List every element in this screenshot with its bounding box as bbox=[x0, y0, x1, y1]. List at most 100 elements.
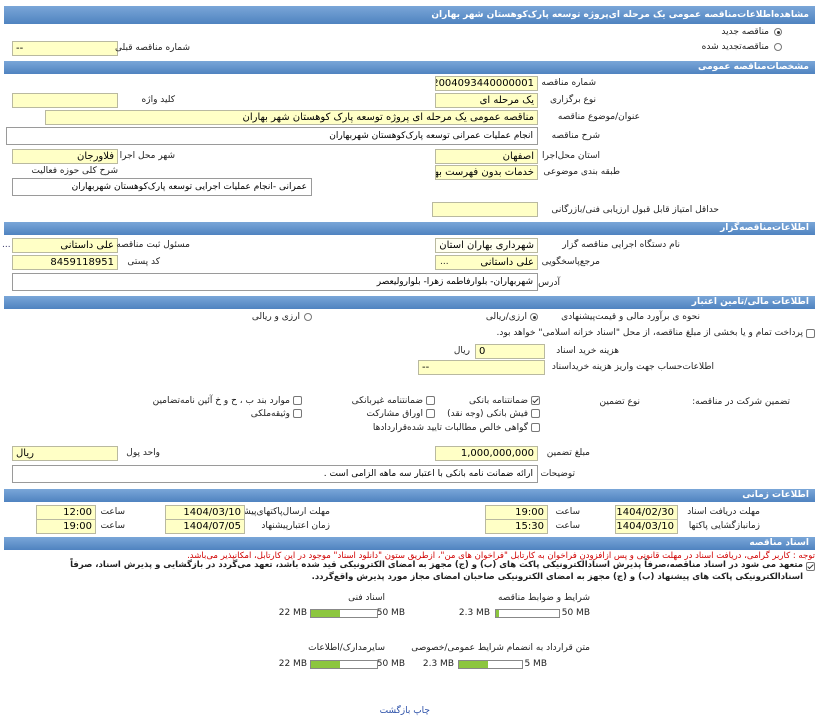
more-link[interactable]: ... bbox=[440, 257, 449, 267]
doc-bar-fill bbox=[311, 661, 341, 668]
label: تضمین شرکت در مناقصه: bbox=[692, 397, 790, 407]
footer-link[interactable]: چاپ بازگشت bbox=[379, 706, 430, 716]
checkbox[interactable] bbox=[293, 409, 302, 418]
input: 1404/07/05 bbox=[165, 519, 245, 534]
label: واحد پول bbox=[126, 448, 160, 458]
checkbox[interactable] bbox=[531, 423, 540, 432]
label: فیش بانکی (وجه نقد) bbox=[447, 409, 528, 419]
input: خدمات بدون فهرست بها bbox=[435, 165, 538, 180]
doc-bar-fill bbox=[311, 610, 341, 617]
section-header: اسناد مناقصه bbox=[4, 537, 815, 550]
doc-title: اسناد فنی bbox=[348, 593, 385, 603]
section-header: اطلاعات‌مناقصه‌گزار bbox=[4, 222, 815, 235]
input: 1404/03/10 bbox=[165, 505, 245, 520]
label: مناقصه جدید bbox=[721, 27, 769, 37]
label: ریال bbox=[453, 346, 470, 356]
text-box: شهربهاران- بلوارفاطمه زهرا- بلوارولیعصر bbox=[12, 273, 538, 291]
input: ریال bbox=[12, 446, 118, 461]
checkbox[interactable] bbox=[426, 396, 435, 405]
input bbox=[12, 93, 118, 108]
input: 2004093440000001 bbox=[435, 76, 538, 91]
label: توضیحات bbox=[540, 469, 575, 479]
label: ساعت bbox=[100, 507, 126, 517]
doc-bar bbox=[458, 660, 523, 669]
label: کد پستی bbox=[127, 257, 160, 267]
label: ضمانتنامه بانکی bbox=[469, 396, 528, 406]
doc-max: 50 MB bbox=[561, 608, 590, 618]
input: شهرداری بهاران استان اصف bbox=[435, 238, 538, 253]
label: مهلت ارسال‌پاکتهای‌پیشنهاد bbox=[229, 507, 330, 517]
label: ضمانتنامه غیربانکی bbox=[351, 396, 423, 406]
page-title: مشاهده‌اطلاعات‌مناقصه عمومی یک مرحله ای‌… bbox=[4, 6, 815, 24]
text-box: عمرانی -انجام عملیات اجرایی توسعه پارک‌ک… bbox=[12, 178, 312, 196]
input: 0 bbox=[475, 344, 545, 359]
input: علی داستانی bbox=[12, 238, 118, 253]
text-box: انجام عملیات عمرانی توسعه پارک‌کوهستان ش… bbox=[6, 127, 538, 145]
input: 15:30 bbox=[485, 519, 548, 534]
input: فلاورجان bbox=[12, 149, 118, 164]
input: 1404/02/30 bbox=[615, 505, 678, 520]
label: موارد بند ب ، ح و خ آئین نامه‌تضامین bbox=[152, 396, 290, 406]
label: گواهی خالص مطالبات تایید شده‌قراردادها bbox=[372, 423, 528, 433]
commitment: متعهد می شود در اسناد مناقصه،صرفاً پذیرش… bbox=[70, 560, 803, 582]
doc-size: 22 MB bbox=[278, 659, 307, 669]
label: شماره مناقصه bbox=[541, 78, 596, 88]
checkbox[interactable] bbox=[531, 409, 540, 418]
doc-size: 2.3 MB bbox=[458, 608, 490, 618]
input bbox=[432, 202, 538, 217]
doc-size: 22 MB bbox=[278, 608, 307, 618]
checkbox[interactable] bbox=[531, 396, 540, 405]
input: یک مرحله ای bbox=[435, 93, 538, 108]
radio[interactable] bbox=[304, 313, 312, 321]
input: 19:00 bbox=[36, 519, 96, 534]
label: مرجع‌پاسخگویی bbox=[541, 257, 600, 267]
input: اصفهان bbox=[435, 149, 538, 164]
doc-bar-fill bbox=[459, 661, 488, 668]
label: حداقل امتیاز قابل قبول ارزیابی فنی/بازرگ… bbox=[551, 205, 719, 215]
label: ساعت bbox=[555, 521, 581, 531]
input: 19:00 bbox=[485, 505, 548, 520]
notice: توجه : کاربر گرامی، دریافت اسناد در مهلت… bbox=[187, 551, 815, 561]
doc-size: 2.3 MB bbox=[422, 659, 454, 669]
radio[interactable] bbox=[774, 43, 782, 51]
checkbox[interactable] bbox=[293, 396, 302, 405]
label: وثیقه‌ملکی bbox=[250, 409, 290, 419]
label: عنوان/موضوع مناقصه bbox=[557, 112, 640, 122]
checkbox[interactable] bbox=[426, 409, 435, 418]
label: نام دستگاه اجرایی مناقصه گزار bbox=[562, 240, 680, 250]
checkbox[interactable] bbox=[806, 329, 815, 338]
label: ساعت bbox=[555, 507, 581, 517]
radio[interactable] bbox=[530, 313, 538, 321]
label: اوراق مشارکت bbox=[366, 409, 423, 419]
checkbox[interactable] bbox=[806, 562, 815, 571]
label: مبلغ تضمین bbox=[546, 448, 590, 458]
input: 12:00 bbox=[36, 505, 96, 520]
section-header: اطلاعات مالی/تامین اعتبار bbox=[4, 296, 815, 309]
label: آدرس bbox=[538, 278, 560, 288]
input: 8459118951 bbox=[12, 255, 118, 270]
label: استان محل‌اجرا bbox=[542, 151, 600, 161]
label: مهلت دریافت اسناد bbox=[687, 507, 760, 517]
label: شرح کلی حوزه فعالیت bbox=[31, 166, 118, 176]
label: زمان اعتبارپیشنهاد bbox=[261, 521, 330, 531]
doc-bar-fill bbox=[496, 610, 499, 617]
radio[interactable] bbox=[774, 28, 782, 36]
doc-max: 50 MB bbox=[376, 608, 405, 618]
label: پرداخت تمام و یا بخشی از مبلغ مناقصه، از… bbox=[496, 328, 803, 338]
label: ارزی/ریالی bbox=[485, 312, 527, 322]
label: نحوه ی برآورد مالی و قیمت‌پیشنهادی bbox=[561, 312, 700, 322]
doc-bar bbox=[310, 660, 378, 669]
label: مسئول ثبت مناقصه bbox=[116, 240, 190, 250]
label: نوع تضمین bbox=[599, 397, 640, 407]
doc-title: شرایط و ضوابط مناقصه bbox=[497, 593, 590, 603]
label: شرح مناقصه bbox=[551, 131, 600, 141]
doc-max: 5 MB bbox=[524, 659, 547, 669]
doc-bar bbox=[495, 609, 560, 618]
doc-title: سایرمدارک/اطلاعات bbox=[308, 643, 385, 653]
input: -- bbox=[12, 41, 118, 56]
section-header: اطلاعات زمانی bbox=[4, 489, 815, 502]
label: کلید واژه bbox=[141, 95, 175, 105]
label: نوع برگزاری bbox=[550, 95, 596, 105]
more-link[interactable]: ... bbox=[2, 240, 11, 250]
